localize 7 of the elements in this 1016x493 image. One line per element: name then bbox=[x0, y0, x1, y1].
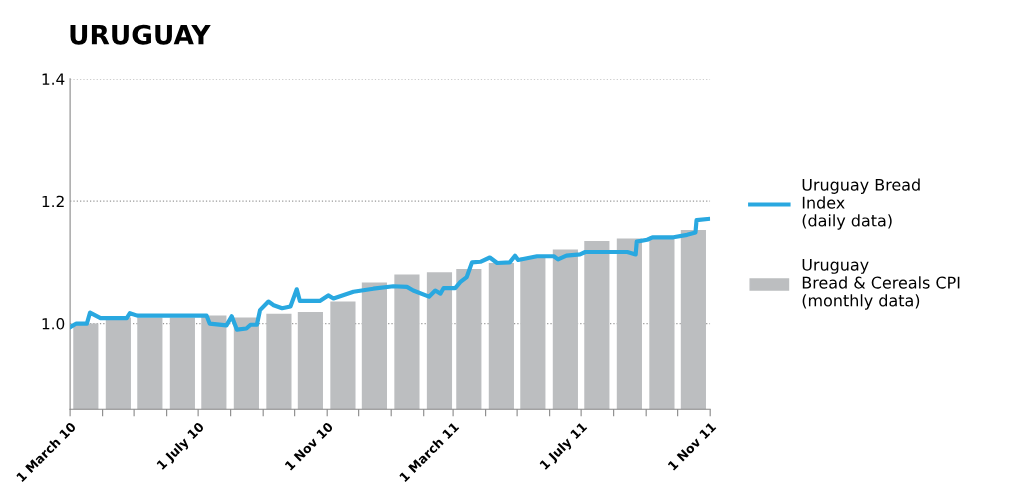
legend-label: Uruguay Bread & Cereals CPI (monthly data) bbox=[802, 258, 960, 310]
y-tick-label: 1.4 bbox=[42, 73, 65, 85]
line-series bbox=[70, 216, 711, 332]
chart-title: URUGUAY bbox=[70, 24, 211, 45]
y-tick-label: 1.0 bbox=[42, 318, 65, 330]
legend-label: Uruguay Bread Index (daily data) bbox=[802, 178, 920, 230]
y-tick-label: 1.2 bbox=[42, 195, 64, 208]
